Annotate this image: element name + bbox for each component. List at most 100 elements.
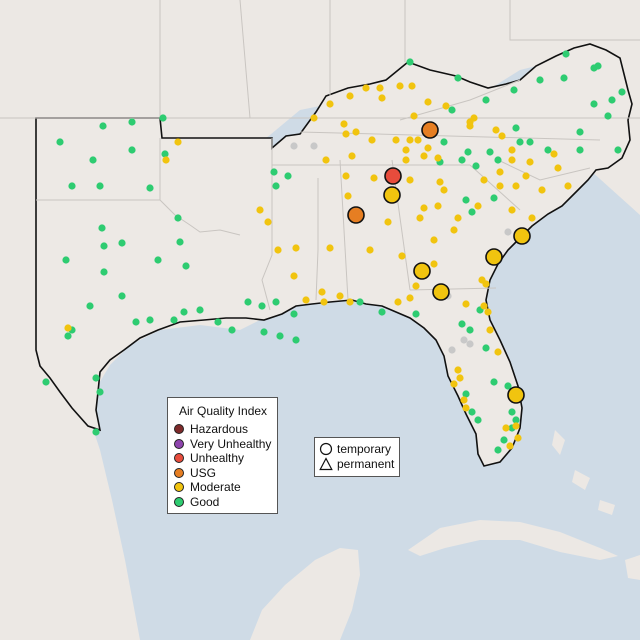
monitor-site-permanent[interactable]: [276, 332, 284, 340]
monitor-site-permanent[interactable]: [406, 176, 414, 184]
monitor-site-permanent[interactable]: [508, 156, 516, 164]
monitor-site-permanent[interactable]: [256, 206, 264, 214]
monitor-site-permanent[interactable]: [182, 262, 190, 270]
monitor-site-permanent[interactable]: [512, 416, 520, 424]
monitor-site-permanent[interactable]: [356, 298, 364, 306]
monitor-site-permanent[interactable]: [342, 130, 350, 138]
monitor-site-permanent[interactable]: [480, 176, 488, 184]
monitor-site-permanent[interactable]: [376, 84, 384, 92]
monitor-site-permanent[interactable]: [89, 156, 97, 164]
monitor-site-permanent[interactable]: [486, 326, 494, 334]
monitor-site-permanent[interactable]: [430, 236, 438, 244]
monitor-site-permanent[interactable]: [272, 298, 280, 306]
monitor-site-permanent[interactable]: [604, 112, 612, 120]
monitor-site-permanent[interactable]: [434, 202, 442, 210]
monitor-site-permanent[interactable]: [132, 318, 140, 326]
monitor-site-permanent[interactable]: [536, 76, 544, 84]
monitor-site-permanent[interactable]: [420, 204, 428, 212]
monitor-site-permanent[interactable]: [396, 82, 404, 90]
monitor-site-permanent[interactable]: [450, 226, 458, 234]
monitor-site-permanent[interactable]: [494, 348, 502, 356]
monitor-site-permanent[interactable]: [430, 260, 438, 268]
monitor-site-permanent[interactable]: [526, 138, 534, 146]
monitor-site-permanent[interactable]: [434, 154, 442, 162]
monitor-site-permanent[interactable]: [504, 228, 512, 236]
monitor-site-permanent[interactable]: [544, 146, 552, 154]
monitor-site-permanent[interactable]: [322, 156, 330, 164]
monitor-site-permanent[interactable]: [292, 336, 300, 344]
monitor-site-permanent[interactable]: [290, 310, 298, 318]
monitor-site-permanent[interactable]: [344, 192, 352, 200]
monitor-site-permanent[interactable]: [118, 239, 126, 247]
monitor-site-permanent[interactable]: [470, 114, 478, 122]
monitor-site-permanent[interactable]: [590, 64, 598, 72]
monitor-site-temporary[interactable]: [413, 262, 431, 280]
monitor-site-permanent[interactable]: [590, 100, 598, 108]
monitor-site-permanent[interactable]: [394, 298, 402, 306]
monitor-site-permanent[interactable]: [342, 172, 350, 180]
monitor-site-permanent[interactable]: [468, 208, 476, 216]
monitor-site-permanent[interactable]: [402, 156, 410, 164]
monitor-site-permanent[interactable]: [462, 390, 470, 398]
monitor-site-permanent[interactable]: [162, 156, 170, 164]
monitor-site-temporary[interactable]: [421, 121, 439, 139]
monitor-site-permanent[interactable]: [486, 148, 494, 156]
monitor-site-permanent[interactable]: [510, 86, 518, 94]
monitor-site-permanent[interactable]: [340, 120, 348, 128]
monitor-site-permanent[interactable]: [370, 174, 378, 182]
monitor-site-permanent[interactable]: [310, 114, 318, 122]
monitor-site-permanent[interactable]: [302, 296, 310, 304]
monitor-site-permanent[interactable]: [326, 100, 334, 108]
monitor-site-permanent[interactable]: [500, 436, 508, 444]
monitor-site-permanent[interactable]: [420, 152, 428, 160]
monitor-site-permanent[interactable]: [490, 194, 498, 202]
monitor-site-permanent[interactable]: [466, 122, 474, 130]
monitor-site-permanent[interactable]: [462, 196, 470, 204]
monitor-site-permanent[interactable]: [378, 308, 386, 316]
monitor-site-permanent[interactable]: [564, 182, 572, 190]
monitor-site-permanent[interactable]: [128, 118, 136, 126]
monitor-site-permanent[interactable]: [554, 164, 562, 172]
monitor-site-permanent[interactable]: [460, 336, 468, 344]
monitor-site-permanent[interactable]: [492, 126, 500, 134]
monitor-site-temporary[interactable]: [383, 186, 401, 204]
monitor-site-permanent[interactable]: [576, 128, 584, 136]
monitor-site-permanent[interactable]: [100, 268, 108, 276]
monitor-site-permanent[interactable]: [424, 144, 432, 152]
monitor-site-temporary[interactable]: [432, 283, 450, 301]
monitor-site-permanent[interactable]: [514, 434, 522, 442]
monitor-site-permanent[interactable]: [392, 136, 400, 144]
monitor-site-permanent[interactable]: [512, 124, 520, 132]
monitor-site-permanent[interactable]: [290, 272, 298, 280]
monitor-site-permanent[interactable]: [506, 442, 514, 450]
monitor-site-permanent[interactable]: [424, 98, 432, 106]
monitor-site-permanent[interactable]: [64, 324, 72, 332]
monitor-site-permanent[interactable]: [516, 138, 524, 146]
monitor-site-permanent[interactable]: [318, 288, 326, 296]
monitor-site-permanent[interactable]: [474, 202, 482, 210]
monitor-site-permanent[interactable]: [408, 82, 416, 90]
monitor-site-permanent[interactable]: [458, 320, 466, 328]
monitor-site-permanent[interactable]: [384, 218, 392, 226]
monitor-site-permanent[interactable]: [448, 106, 456, 114]
monitor-site-permanent[interactable]: [474, 416, 482, 424]
monitor-site-temporary[interactable]: [485, 248, 503, 266]
monitor-site-permanent[interactable]: [154, 256, 162, 264]
monitor-site-permanent[interactable]: [228, 326, 236, 334]
monitor-site-permanent[interactable]: [406, 136, 414, 144]
monitor-site-permanent[interactable]: [464, 148, 472, 156]
monitor-site-permanent[interactable]: [96, 388, 104, 396]
monitor-site-permanent[interactable]: [128, 146, 136, 154]
monitor-site-permanent[interactable]: [458, 156, 466, 164]
monitor-site-permanent[interactable]: [352, 128, 360, 136]
monitor-site-permanent[interactable]: [336, 292, 344, 300]
monitor-site-permanent[interactable]: [362, 84, 370, 92]
monitor-site-permanent[interactable]: [550, 150, 558, 158]
monitor-site-permanent[interactable]: [118, 292, 126, 300]
monitor-site-permanent[interactable]: [496, 168, 504, 176]
monitor-site-permanent[interactable]: [100, 242, 108, 250]
monitor-site-permanent[interactable]: [454, 74, 462, 82]
monitor-site-permanent[interactable]: [456, 374, 464, 382]
monitor-site-permanent[interactable]: [56, 138, 64, 146]
